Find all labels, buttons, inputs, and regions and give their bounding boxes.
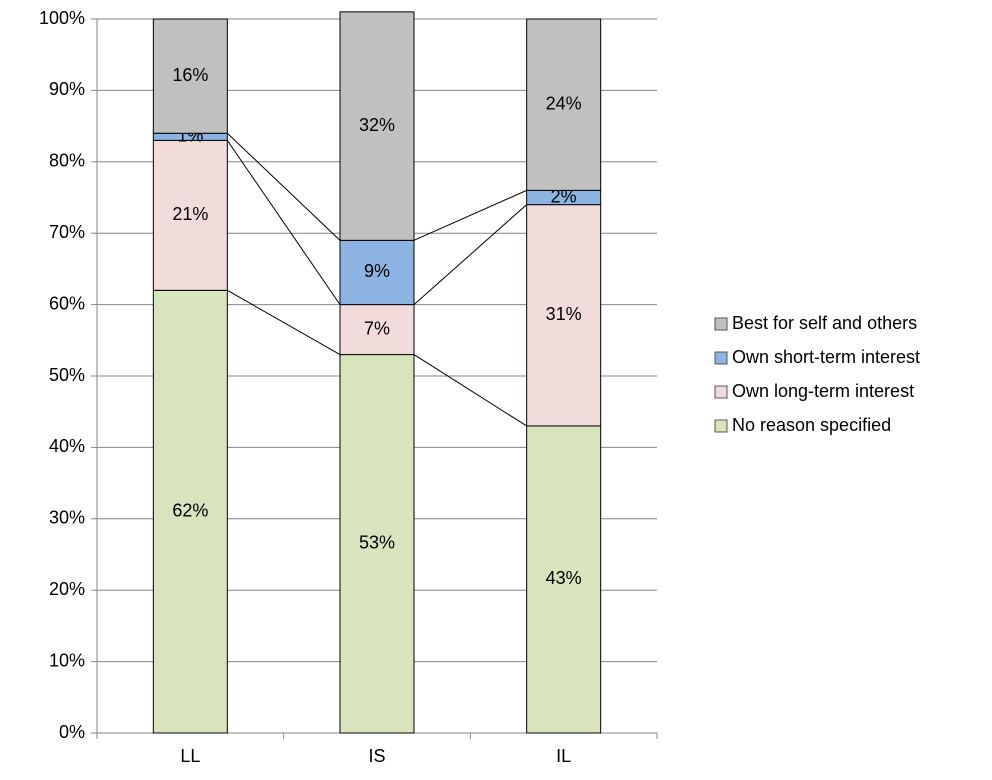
bar-segment [339,354,415,734]
data-label: 53% [359,533,395,553]
series-line [227,289,341,356]
y-tick-label: 70% [49,222,85,242]
y-tick-label: 10% [49,650,85,670]
y-tick-label: 100% [39,8,85,28]
data-label: 7% [364,318,390,338]
bar-segment [339,304,415,356]
bar-segment [526,204,602,427]
series-line [226,132,341,241]
bar-segment [526,18,602,191]
data-label: 24% [546,93,582,113]
bar-segment [152,139,228,291]
bar-segment [152,289,228,734]
data-label: 16% [172,65,208,85]
series-line [413,189,527,241]
y-tick-label: 60% [49,293,85,313]
data-label: 31% [546,304,582,324]
legend-label: No reason specified [732,415,891,435]
y-tick-label: 30% [49,508,85,528]
legend-swatch [714,385,728,399]
legend-label: Own short-term interest [732,347,920,367]
y-tick-label: 40% [49,436,85,456]
legend-label: Best for self and others [732,313,917,333]
y-tick-label: 80% [49,151,85,171]
bar-segment [339,239,415,306]
series-line [413,204,527,305]
y-tick-label: 90% [49,79,85,99]
data-label: 21% [172,204,208,224]
bar-segment [526,425,602,734]
legend-swatch [714,419,728,433]
legend-swatch [714,317,728,331]
y-tick-label: 0% [59,722,85,742]
data-label: 62% [172,500,208,520]
x-tick-label: IL [556,746,571,766]
data-label: 2% [551,186,577,206]
data-label: 43% [546,568,582,588]
bar-segment [339,11,415,241]
y-tick-label: 20% [49,579,85,599]
series-line [226,140,341,305]
legend-swatch [714,351,728,365]
bar-segment [152,18,228,134]
x-tick-label: IS [368,746,385,766]
data-label: 9% [364,261,390,281]
series-line [413,354,527,427]
x-tick-label: LL [180,746,200,766]
data-label: 32% [359,115,395,135]
y-tick-label: 50% [49,365,85,385]
legend-label: Own long-term interest [732,381,914,401]
